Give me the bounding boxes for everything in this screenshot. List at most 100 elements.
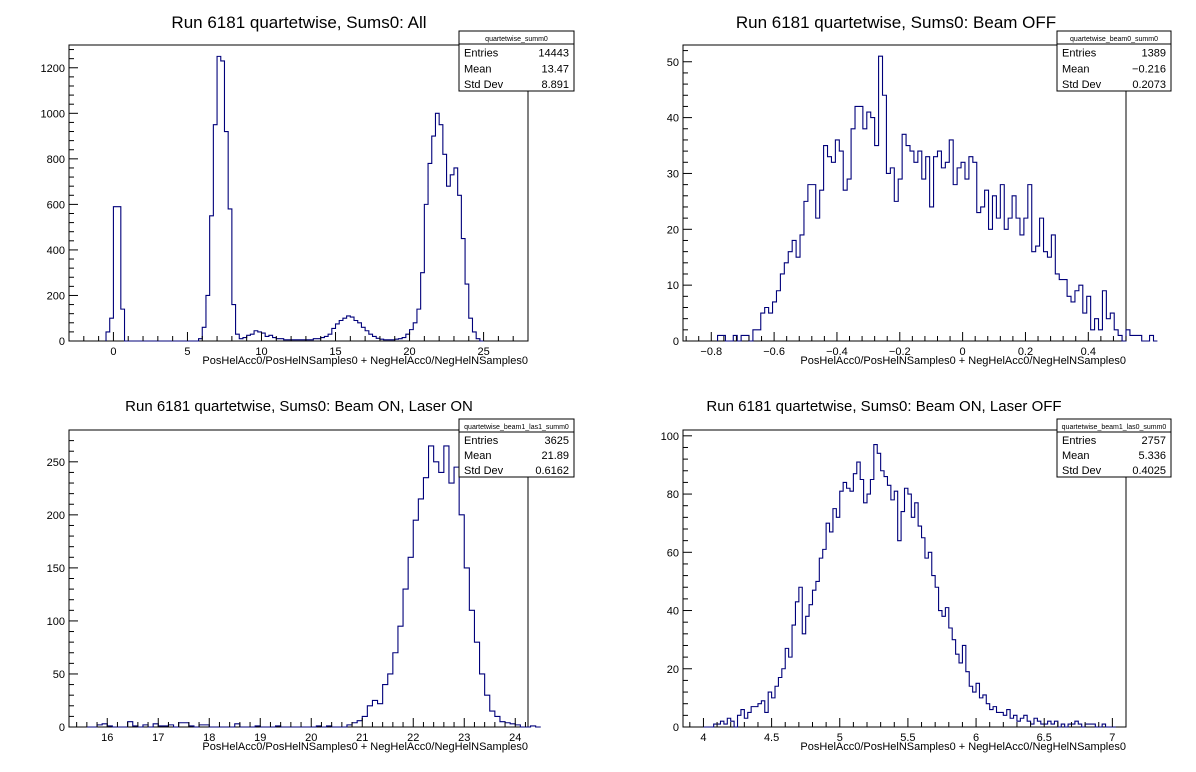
x-axis-label: PosHelAcc0/PosHelNSamples0 + NegHelAcc0/… [202,355,528,367]
stats-box: quartetwise_beam0_summ0 Entries 1389 Mean −0… [1056,30,1172,92]
histogram-series-line [717,55,1158,342]
chart-title: Run 6181 quartetwise, Sums0: Beam OFF [736,13,1056,32]
x-tick-label: 6.5 [1037,732,1052,744]
stats-entries-value: 3625 [545,435,569,447]
y-tick-label: 50 [53,669,65,681]
x-tick-label: 18 [203,732,215,744]
plot-frame [68,44,529,342]
y-tick-label: 600 [47,199,65,211]
stats-entries-value: 14443 [538,48,569,60]
stats-box-name: quartetwise_beam0_summ0 [1070,36,1158,43]
histogram-series-line [86,445,541,728]
x-tick-label: 5 [837,732,843,744]
stats-box: quartetwise_summ0 Entries 14443 Mean 13.47 St… [458,30,575,92]
x-tick-label: 5.5 [900,732,915,744]
stats-mean-value: −0.216 [1132,63,1166,75]
stats-box-frame [458,418,575,478]
x-tick-label: 24 [509,732,521,744]
histogram-panel-4: 4 4.5 5 5.5 6 6.5 7 0 20 40 60 80 100 Run 6181 quarte… [661,398,1172,753]
y-tick-label: 20 [667,664,679,676]
x-tick-label: 22 [407,732,419,744]
stats-box-name: quartetwise_beam1_las1_summ0 [464,424,569,431]
x-tick-label: −0.2 [889,346,911,358]
stats-entries-label: Entries [1062,435,1097,447]
chart-title: Run 6181 quartetwise, Sums0: All [171,13,426,32]
x-tick-label: 23 [458,732,470,744]
stats-mean-label: Mean [464,63,492,75]
stats-box-frame [458,30,575,92]
x-tick-label: 4.5 [764,732,779,744]
x-tick-label: 0 [960,346,966,358]
stats-mean-value: 21.89 [541,450,569,462]
y-tick-label: 80 [667,489,679,501]
y-tick-label: 0 [59,722,65,734]
y-tick-label: 200 [47,290,65,302]
histogram-panel-3: 16 17 18 19 20 21 22 23 24 0 50 100 150 200 250 Run 618… [47,398,575,753]
stats-entries-label: Entries [1062,48,1097,60]
y-tick-label: 200 [47,510,65,522]
plot-frame [682,44,1127,342]
x-tick-label: 21 [356,732,368,744]
stats-mean-label: Mean [1062,450,1090,462]
stats-entries-value: 2757 [1142,435,1166,447]
y-tick-label: 40 [667,606,679,618]
stats-std-label: Std Dev [1062,465,1102,477]
x-axis-label: PosHelAcc0/PosHelNSamples0 + NegHelAcc0/… [202,741,528,753]
stats-box: quartetwise_beam1_las1_summ0 Entries 3625 M… [458,418,575,478]
y-tick-label: 0 [59,336,65,348]
stats-box-name: quartetwise_beam1_las0_summ0 [1062,424,1167,431]
chart-title: Run 6181 quartetwise, Sums0: Beam ON, La… [125,398,473,415]
stats-std-value: 0.4025 [1132,465,1166,477]
x-tick-label: 25 [477,346,489,358]
x-tick-label: 7 [1109,732,1115,744]
stats-box-frame [1056,418,1172,478]
x-tick-label: 20 [403,346,415,358]
y-tick-label: 150 [47,563,65,575]
y-tick-label: 30 [667,168,679,180]
y-tick-label: 1000 [41,108,65,120]
y-tick-label: 0 [673,722,679,734]
stats-entries-value: 1389 [1142,48,1166,60]
stats-mean-label: Mean [464,450,492,462]
histogram-series-line [703,444,1116,728]
x-tick-label: −0.6 [763,346,785,358]
stats-std-value: 0.2073 [1132,79,1166,91]
x-tick-label: 20 [305,732,317,744]
x-tick-label: 4 [700,732,706,744]
y-tick-label: 50 [667,57,679,69]
x-tick-label: 15 [329,346,341,358]
stats-box-frame [1056,30,1172,92]
chart-title: Run 6181 quartetwise, Sums0: Beam ON, La… [706,398,1061,415]
stats-std-label: Std Dev [1062,79,1102,91]
stats-std-value: 0.6162 [535,465,569,477]
y-tick-label: 0 [673,336,679,348]
x-tick-label: 0.2 [1018,346,1033,358]
stats-std-label: Std Dev [464,79,504,91]
stats-mean-label: Mean [1062,63,1090,75]
y-tick-label: 250 [47,457,65,469]
plot-frame [682,429,1127,728]
y-tick-label: 400 [47,245,65,257]
stats-mean-value: 13.47 [541,63,569,75]
x-tick-label: 6 [973,732,979,744]
histogram-panel-1: 0 5 10 15 20 25 0 200 400 600 800 1000 1200 Run 6181 … [41,13,575,367]
stats-box: quartetwise_beam1_las0_summ0 Entries 2757 M… [1056,418,1172,478]
x-axis-label: PosHelAcc0/PosHelNSamples0 + NegHelAcc0/… [800,741,1126,753]
x-tick-label: 0.4 [1081,346,1096,358]
y-tick-label: 1200 [41,63,65,75]
stats-mean-value: 5.336 [1138,450,1166,462]
y-tick-label: 10 [667,280,679,292]
y-tick-label: 800 [47,154,65,166]
stats-std-label: Std Dev [464,465,504,477]
y-tick-label: 20 [667,224,679,236]
x-tick-label: 10 [255,346,267,358]
x-tick-label: −0.4 [826,346,848,358]
x-tick-label: 5 [184,346,190,358]
stats-std-value: 8.891 [541,79,569,91]
y-tick-label: 100 [661,431,679,443]
y-tick-label: 40 [667,113,679,125]
y-tick-label: 60 [667,547,679,559]
x-tick-label: 17 [152,732,164,744]
